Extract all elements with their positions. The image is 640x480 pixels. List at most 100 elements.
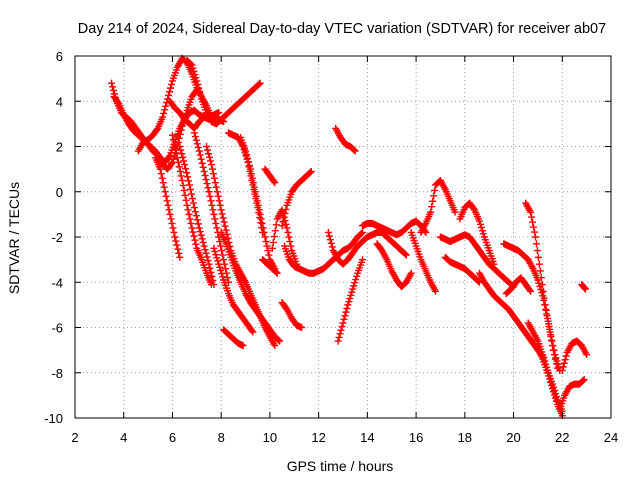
data-point (526, 286, 534, 294)
series-track-16 (259, 256, 281, 277)
data-point (544, 369, 552, 377)
data-point (176, 130, 184, 138)
data-point (527, 208, 535, 216)
data-point (214, 257, 222, 265)
data-point (187, 219, 195, 227)
data-point (204, 146, 212, 154)
data-point (351, 279, 359, 287)
data-point (272, 268, 280, 276)
data-point (215, 260, 223, 268)
series-track-21 (278, 299, 306, 331)
data-point (191, 236, 199, 244)
data-point (338, 323, 346, 331)
data-point (188, 61, 196, 69)
data-point (175, 134, 183, 142)
data-point (255, 80, 263, 88)
data-point (535, 279, 543, 287)
data-point (169, 224, 177, 232)
data-point (196, 88, 204, 96)
data-point (528, 213, 536, 221)
data-point (190, 204, 198, 212)
series-track-18 (268, 206, 301, 268)
data-point (163, 197, 171, 205)
data-point (221, 222, 229, 230)
data-point (172, 237, 180, 245)
data-point (326, 236, 334, 244)
data-point (204, 184, 212, 192)
data-point (337, 326, 345, 334)
data-point (546, 375, 554, 383)
data-point (177, 146, 185, 154)
data-point (351, 147, 359, 155)
data-point (166, 88, 174, 96)
data-point (215, 109, 223, 117)
series-track-39 (558, 337, 591, 374)
x-tick-label: 4 (120, 430, 127, 445)
data-point (475, 217, 483, 225)
data-point (239, 143, 247, 150)
data-point (168, 131, 176, 139)
data-point (341, 312, 349, 320)
data-point (201, 171, 209, 179)
data-point (183, 169, 191, 177)
x-tick-label: 2 (71, 430, 78, 445)
data-point (537, 274, 545, 282)
data-point (278, 222, 286, 230)
data-point (191, 133, 199, 141)
series-track-22 (332, 124, 359, 155)
x-tick-label: 6 (169, 430, 176, 445)
data-point (195, 84, 203, 92)
data-point (401, 250, 409, 258)
data-point (153, 126, 161, 134)
data-point (298, 324, 306, 331)
series-track-31 (441, 253, 483, 286)
data-point (171, 233, 179, 241)
data-point (221, 260, 229, 268)
x-axis-label: GPS time / hours (287, 458, 394, 474)
data-point (210, 210, 218, 218)
series-track-40 (578, 281, 589, 293)
data-point (253, 199, 261, 207)
data-point (255, 209, 263, 217)
data-point (219, 214, 227, 222)
data-point (207, 197, 215, 205)
data-point (529, 218, 537, 226)
data-point (209, 206, 217, 214)
data-point (159, 113, 167, 121)
data-point (161, 188, 169, 196)
data-point (109, 83, 117, 91)
data-point (283, 224, 291, 232)
data-point (202, 249, 210, 257)
data-point (334, 337, 342, 345)
data-point (254, 204, 262, 212)
series-track-29 (436, 231, 518, 291)
series-track-24 (334, 256, 366, 345)
data-point (431, 186, 439, 194)
data-point (271, 342, 279, 350)
data-point (166, 210, 174, 218)
data-point (258, 223, 266, 231)
data-point (182, 165, 190, 173)
data-point (551, 351, 559, 359)
data-point (167, 160, 175, 168)
data-point (271, 227, 279, 235)
data-point (156, 165, 164, 173)
data-point (256, 79, 264, 87)
data-point (580, 376, 588, 384)
data-point (287, 242, 295, 250)
data-point (186, 215, 194, 223)
data-point (265, 251, 273, 259)
data-point (262, 238, 270, 246)
data-point (167, 84, 175, 92)
y-tick-label: -8 (51, 366, 63, 381)
y-axis-label: SDTVAR / TECUs (6, 182, 22, 294)
data-point (181, 161, 189, 169)
data-point (169, 136, 177, 144)
data-point (340, 315, 348, 323)
series-track-35 (522, 199, 564, 374)
data-point (242, 152, 250, 160)
data-point (157, 170, 165, 178)
data-point (201, 246, 209, 254)
series-track-06 (151, 154, 184, 261)
data-point (162, 102, 170, 110)
